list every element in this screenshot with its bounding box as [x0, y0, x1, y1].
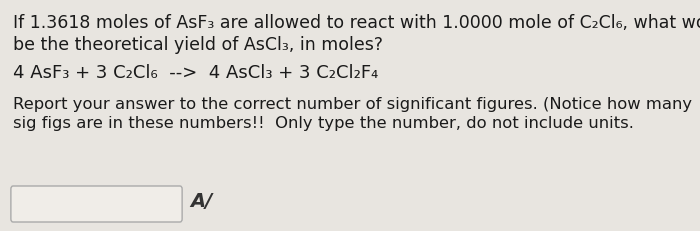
- Text: 4 AsF₃ + 3 C₂Cl₆  -->  4 AsCl₃ + 3 C₂Cl₂F₄: 4 AsF₃ + 3 C₂Cl₆ --> 4 AsCl₃ + 3 C₂Cl₂F₄: [13, 64, 378, 82]
- Text: If 1.3618 moles of AsF₃ are allowed to react with 1.0000 mole of C₂Cl₆, what wou: If 1.3618 moles of AsF₃ are allowed to r…: [13, 14, 700, 32]
- FancyBboxPatch shape: [11, 186, 182, 222]
- Text: Report your answer to the correct number of significant figures. (Notice how man: Report your answer to the correct number…: [13, 97, 692, 112]
- Text: sig figs are in these numbers!!  Only type the number, do not include units.: sig figs are in these numbers!! Only typ…: [13, 116, 634, 131]
- Text: be the theoretical yield of AsCl₃, in moles?: be the theoretical yield of AsCl₃, in mo…: [13, 36, 383, 54]
- Text: A/: A/: [190, 192, 212, 211]
